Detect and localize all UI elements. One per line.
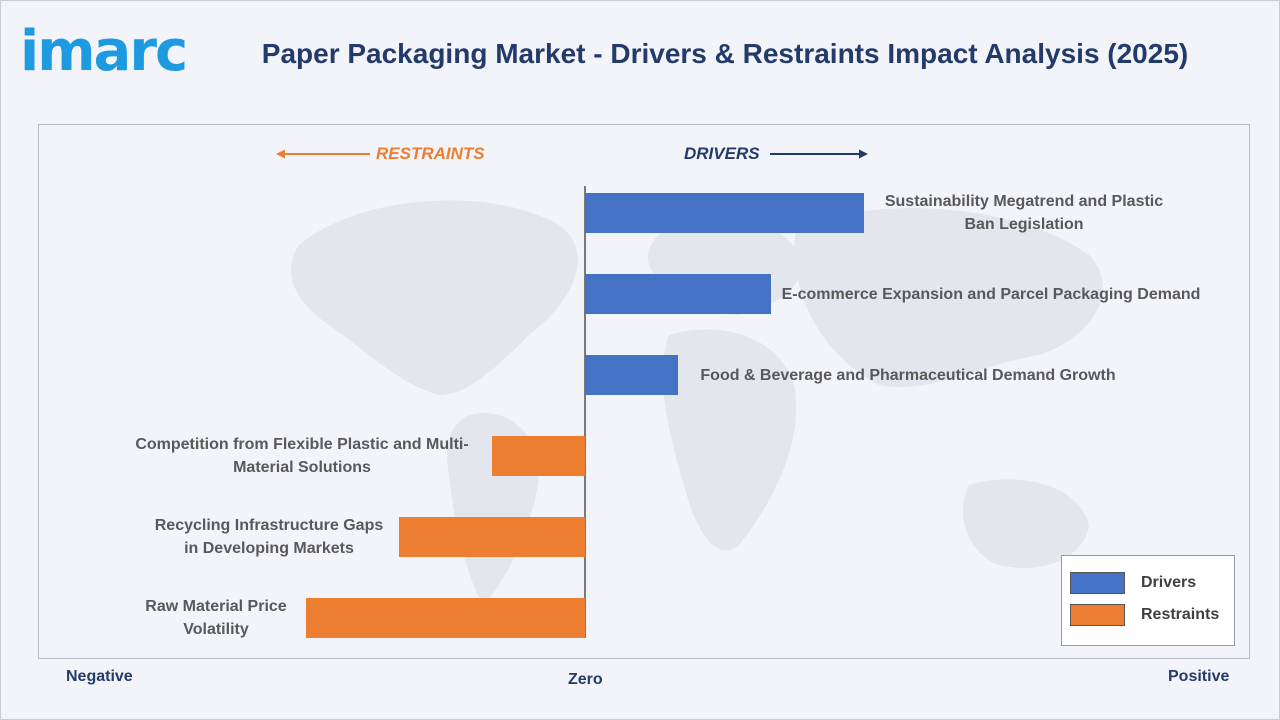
chart-title: Paper Packaging Market - Drivers & Restr… xyxy=(261,38,1189,69)
restraints-direction-label: RESTRAINTS xyxy=(376,144,485,163)
restraint-bar xyxy=(492,436,585,476)
restraint-label: Raw Material Price Volatility xyxy=(145,598,287,638)
legend-item-restraints: Restraints xyxy=(1070,604,1219,626)
driver-bar xyxy=(585,274,771,314)
chart-legend: Drivers Restraints xyxy=(1061,555,1235,646)
legend-label-restraints: Restraints xyxy=(1141,606,1220,623)
legend-swatch-restraints xyxy=(1070,604,1125,626)
driver-label: Food & Beverage and Pharmaceutical Deman… xyxy=(700,366,1116,384)
legend-swatch-drivers xyxy=(1070,572,1125,594)
restraint-bar xyxy=(306,598,585,638)
zero-axis-label: Zero xyxy=(568,671,603,688)
driver-bar xyxy=(585,193,864,233)
positive-axis-label: Positive xyxy=(1168,668,1230,685)
legend-label-drivers: Drivers xyxy=(1141,574,1197,591)
legend-item-drivers: Drivers xyxy=(1070,572,1196,594)
restraint-label: Competition from Flexible Plastic and Mu… xyxy=(135,436,469,476)
logo-text: imarc xyxy=(20,19,188,84)
driver-bar xyxy=(585,355,678,395)
restraint-label: Recycling Infrastructure Gaps in Develop… xyxy=(154,517,384,557)
drivers-arrow-icon xyxy=(770,149,868,159)
zero-axis-line xyxy=(584,186,586,638)
drivers-direction-label: DRIVERS xyxy=(684,144,760,163)
negative-axis-label: Negative xyxy=(66,668,133,685)
restraint-bar xyxy=(399,517,585,557)
driver-label: Sustainability Megatrend and Plastic Ban… xyxy=(884,193,1164,233)
restraints-arrow-icon xyxy=(276,149,370,159)
imarc-logo: imarc xyxy=(20,20,205,90)
driver-label: E-commerce Expansion and Parcel Packagin… xyxy=(781,285,1201,303)
